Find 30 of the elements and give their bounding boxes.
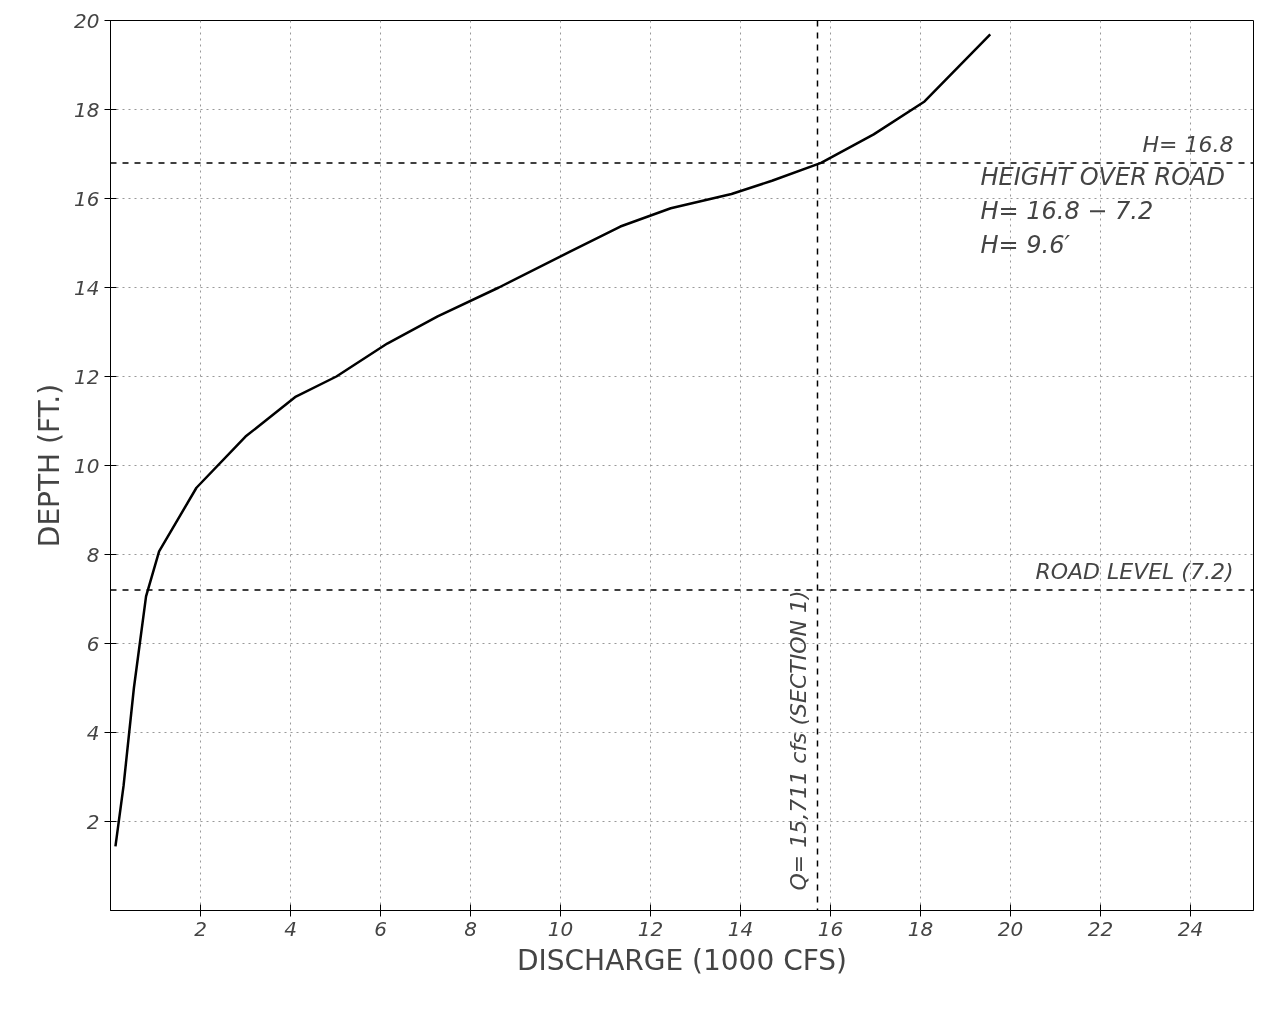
y-tick-label: 8	[86, 542, 100, 567]
y-tick-label: 16	[74, 186, 100, 211]
ref-line-label: H= 16.8	[1142, 131, 1234, 157]
x-tick-label: 18	[907, 916, 934, 941]
y-tick-label: 2	[86, 809, 100, 834]
y-tick-label: 12	[74, 364, 100, 389]
annotation: H= 9.6′	[980, 230, 1071, 259]
x-tick-label: 12	[637, 916, 664, 941]
x-tick-label: 24	[1177, 916, 1204, 941]
annotation: H= 16.8 − 7.2	[980, 196, 1154, 225]
x-tick-label: 4	[284, 916, 297, 941]
y-tick-label: 20	[74, 8, 100, 33]
y-tick-label: 6	[86, 631, 100, 656]
y-axis-title: DEPTH (FT.)	[33, 383, 67, 548]
y-tick-label: 18	[74, 97, 100, 122]
ref-line-label: ROAD LEVEL (7.2)	[1035, 559, 1234, 585]
y-tick-label: 14	[74, 275, 100, 300]
x-tick-label: 6	[374, 916, 387, 941]
y-tick-label: 10	[74, 453, 100, 478]
x-tick-label: 20	[997, 916, 1024, 941]
x-tick-label: 10	[547, 916, 574, 941]
y-tick-label: 4	[86, 720, 100, 745]
x-tick-label: 2	[194, 916, 207, 941]
x-tick-label: 22	[1087, 916, 1114, 941]
x-tick-label: 16	[817, 916, 844, 941]
x-tick-label: 8	[464, 916, 477, 941]
x-tick-label: 14	[727, 916, 754, 941]
x-axis-title: DISCHARGE (1000 CFS)	[516, 943, 848, 977]
annotation: HEIGHT OVER ROAD	[980, 162, 1225, 191]
ref-line-label: Q= 15,711 cfs (SECTION 1)	[786, 590, 812, 891]
